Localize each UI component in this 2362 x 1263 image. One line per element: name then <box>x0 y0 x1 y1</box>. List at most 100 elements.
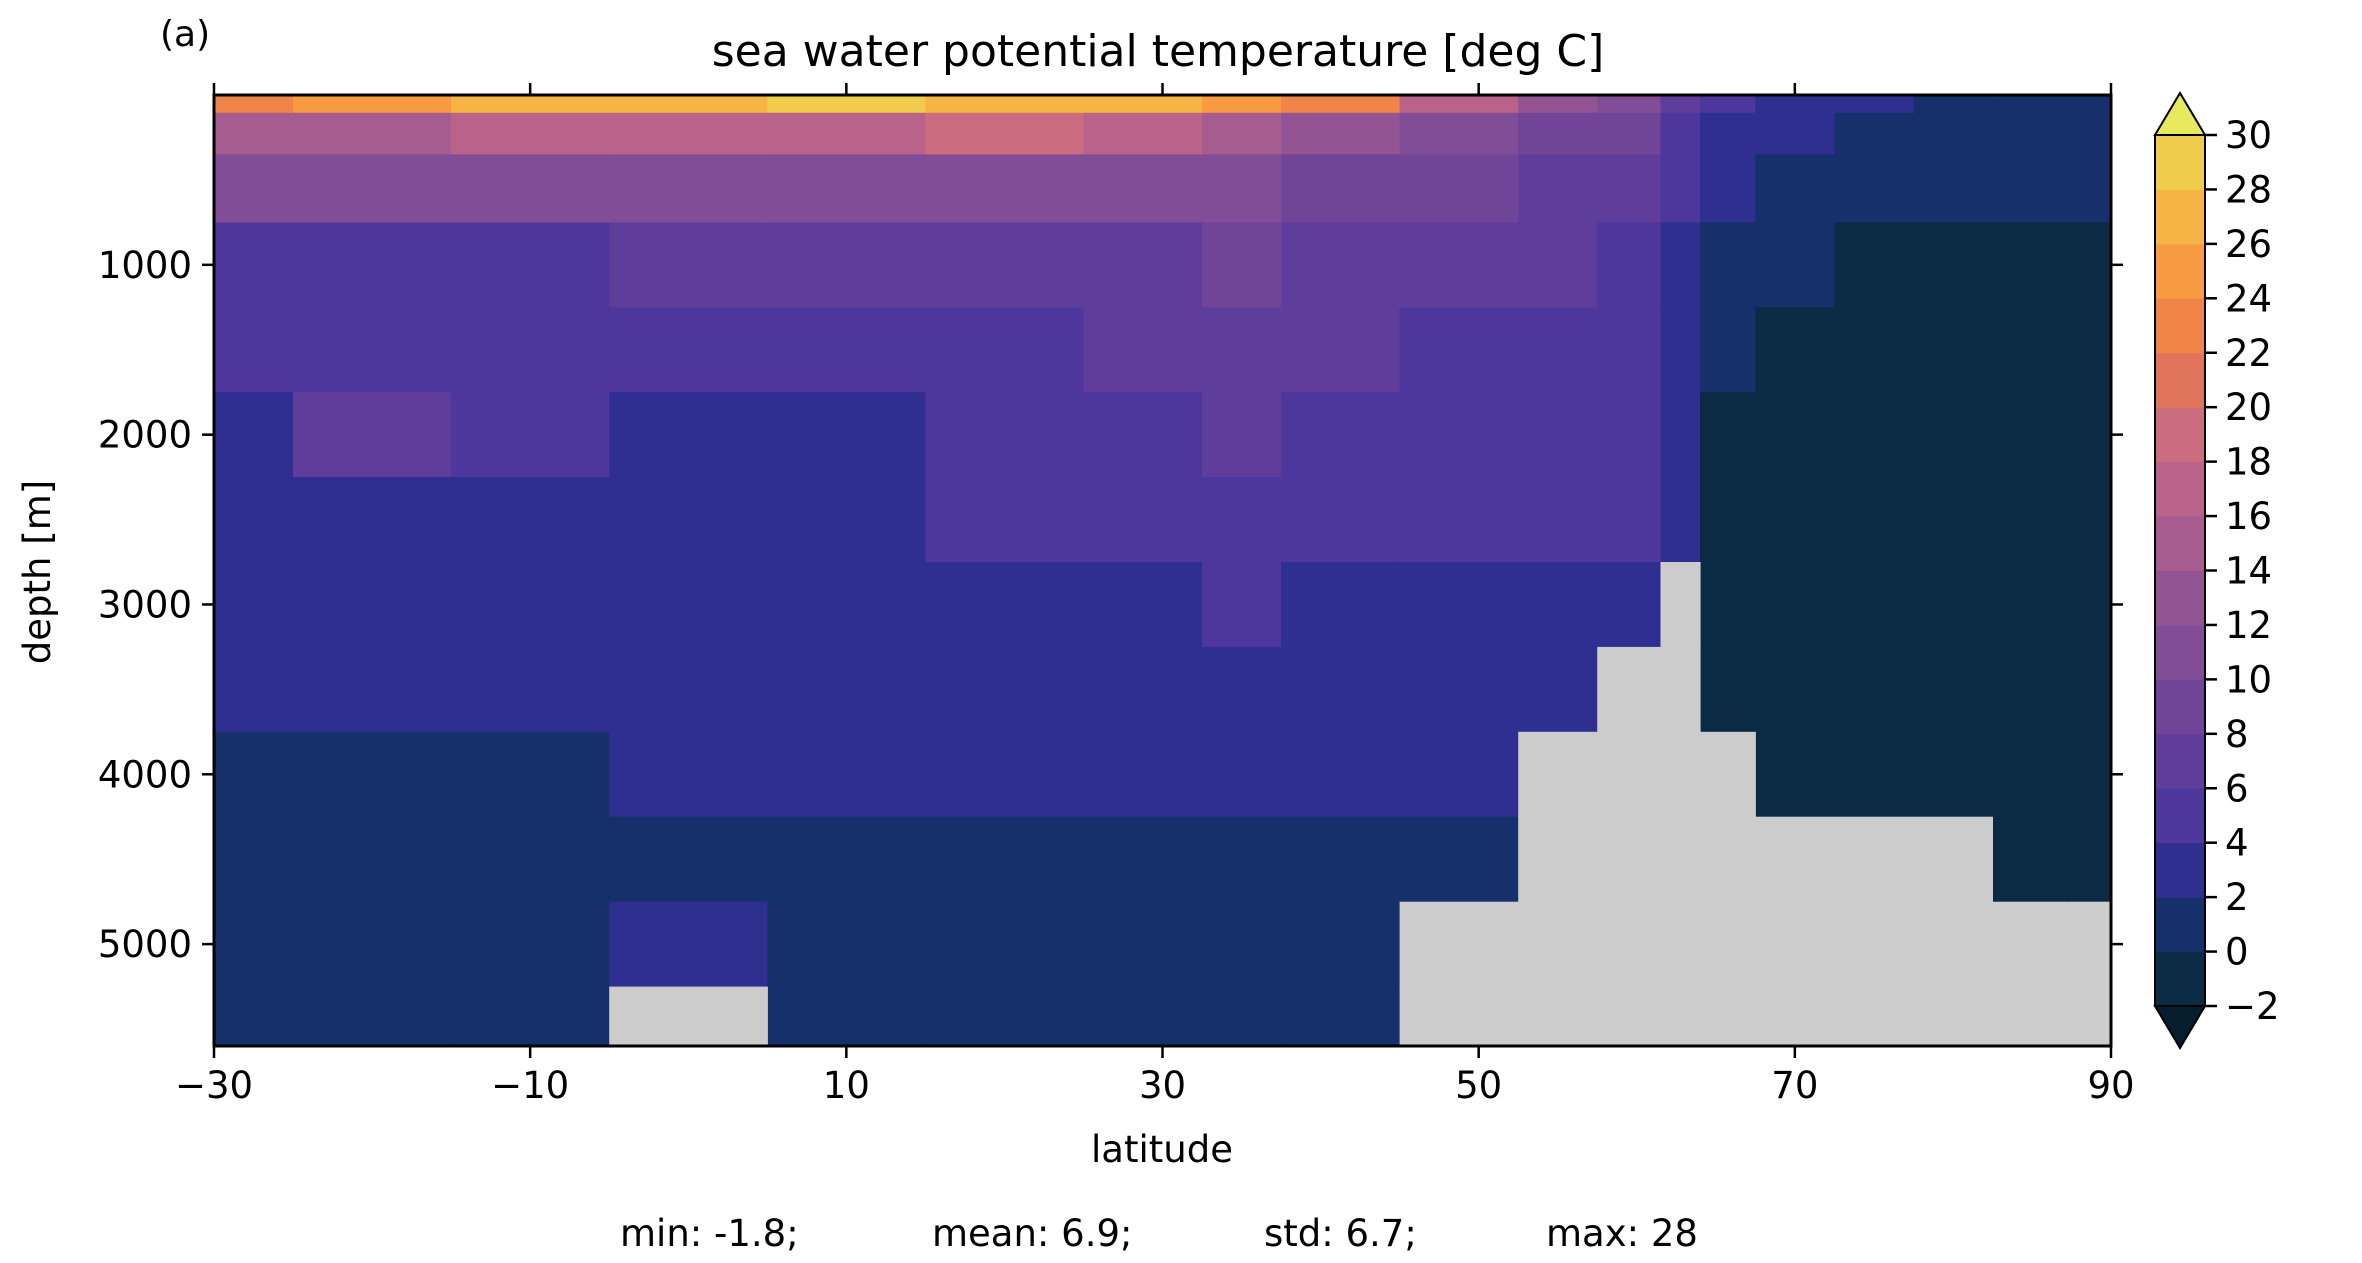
heatmap-cell <box>2071 154 2112 223</box>
heatmap-cell <box>1834 562 1914 648</box>
stats-line: min: -1.8; mean: 6.9; std: 6.7; max: 28 <box>620 1212 1698 1255</box>
land-cell <box>609 986 768 1047</box>
land-cell <box>1755 986 1835 1047</box>
heatmap-cell <box>1083 562 1203 648</box>
stat-mean: mean: 6.9; <box>932 1212 1132 1255</box>
heatmap-cell <box>609 562 768 648</box>
heatmap-cell <box>1202 392 1282 478</box>
heatmap-cell <box>1281 816 1401 903</box>
land-cell <box>1755 901 1835 988</box>
land-cell <box>1913 901 1993 988</box>
heatmap-cell <box>1399 95 1519 114</box>
heatmap-cell <box>609 816 768 903</box>
y-tick-label: 5000 <box>98 923 192 966</box>
heatmap-cell <box>1755 731 1835 818</box>
heatmap-cell <box>451 307 610 393</box>
land-cell <box>1597 901 1661 988</box>
heatmap-cell <box>1399 816 1519 903</box>
colorbar-tick-label: 12 <box>2225 604 2272 647</box>
heatmap-cell <box>1992 562 2072 648</box>
heatmap-cell <box>1755 154 1835 223</box>
land-cell <box>1700 816 1756 903</box>
heatmap-cell <box>1913 112 1993 155</box>
heatmap-cell <box>1834 646 1914 733</box>
heatmap-cell <box>1281 901 1401 988</box>
heatmap-cell <box>293 95 452 114</box>
heatmap-cell <box>1399 392 1519 478</box>
colorbar-tick-label: 24 <box>2225 277 2272 320</box>
land-cell <box>2071 901 2112 988</box>
y-axis: 1000 2000 3000 4000 5000 <box>98 244 2123 966</box>
heatmap-cell <box>1202 95 1282 114</box>
land-cell <box>1660 816 1701 903</box>
colorbar-tick-label: 10 <box>2225 658 2272 701</box>
heatmap-cell <box>1700 95 1756 114</box>
heatmap-cell <box>293 816 452 903</box>
plot-area <box>214 95 2112 1047</box>
heatmap-cell <box>609 477 768 563</box>
heatmap-cell <box>1597 307 1661 393</box>
heatmap-cell <box>1399 154 1519 223</box>
panel-label: (a) <box>160 14 210 55</box>
heatmap-cell <box>2071 816 2112 903</box>
heatmap-cell <box>451 222 610 308</box>
land-cell <box>2071 986 2112 1047</box>
heatmap-cell <box>214 154 294 223</box>
heatmap-cell <box>451 646 610 733</box>
heatmap-cell <box>1597 477 1661 563</box>
land-cell <box>1597 816 1661 903</box>
heatmap-cell <box>1700 222 1756 308</box>
heatmap-cell <box>1660 307 1701 393</box>
heatmap-cell <box>1597 112 1661 155</box>
heatmap-cell <box>293 562 452 648</box>
heatmap-cell <box>1083 477 1203 563</box>
heatmap-cell <box>767 562 926 648</box>
heatmap-cell <box>925 901 1085 988</box>
heatmap-cell <box>1202 307 1282 393</box>
land-cell <box>1518 731 1598 818</box>
heatmap-cell <box>1834 95 1914 114</box>
land-cell <box>1700 901 1756 988</box>
colorbar-swatch <box>2155 352 2205 408</box>
heatmap-cell <box>1992 477 2072 563</box>
heatmap-cell <box>2071 477 2112 563</box>
land-cell <box>1700 986 1756 1047</box>
heatmap-cell <box>2071 562 2112 648</box>
heatmap-cell <box>1700 392 1756 478</box>
colorbar-swatch <box>2155 788 2205 844</box>
x-tick-label: 90 <box>2087 1064 2134 1107</box>
heatmap-cell <box>1083 95 1203 114</box>
heatmap-cell <box>1399 222 1519 308</box>
colorbar-swatch <box>2155 461 2205 517</box>
colorbar-tick-label: 18 <box>2225 441 2272 484</box>
heatmap-cell <box>925 307 1085 393</box>
heatmap-cell <box>1992 307 2072 393</box>
land-cell <box>1700 731 1756 818</box>
heatmap-cell <box>2071 95 2112 114</box>
land-mask <box>609 562 2112 1047</box>
heatmap-cell <box>1992 222 2072 308</box>
heatmap-cell <box>1992 392 2072 478</box>
heatmap-cell <box>1913 222 1993 308</box>
heatmap-cell <box>1913 95 1993 114</box>
land-cell <box>1834 901 1914 988</box>
heatmap-cell <box>1202 477 1282 563</box>
heatmap-cell <box>2071 392 2112 478</box>
heatmap-cell <box>925 562 1085 648</box>
heatmap-cell <box>609 222 768 308</box>
heatmap-cell <box>1913 307 1993 393</box>
heatmap-cell <box>1518 154 1598 223</box>
land-cell <box>1399 901 1519 988</box>
heatmap-cell <box>1399 477 1519 563</box>
heatmap-cell <box>1700 154 1756 223</box>
heatmap-cell <box>767 112 926 155</box>
heatmap-cell <box>1834 477 1914 563</box>
x-tick-label: −30 <box>175 1064 253 1107</box>
land-cell <box>1660 901 1701 988</box>
land-cell <box>1660 731 1701 818</box>
colorbar-swatch <box>2155 897 2205 953</box>
heatmap-cell <box>1834 112 1914 155</box>
heatmap-cell <box>293 646 452 733</box>
